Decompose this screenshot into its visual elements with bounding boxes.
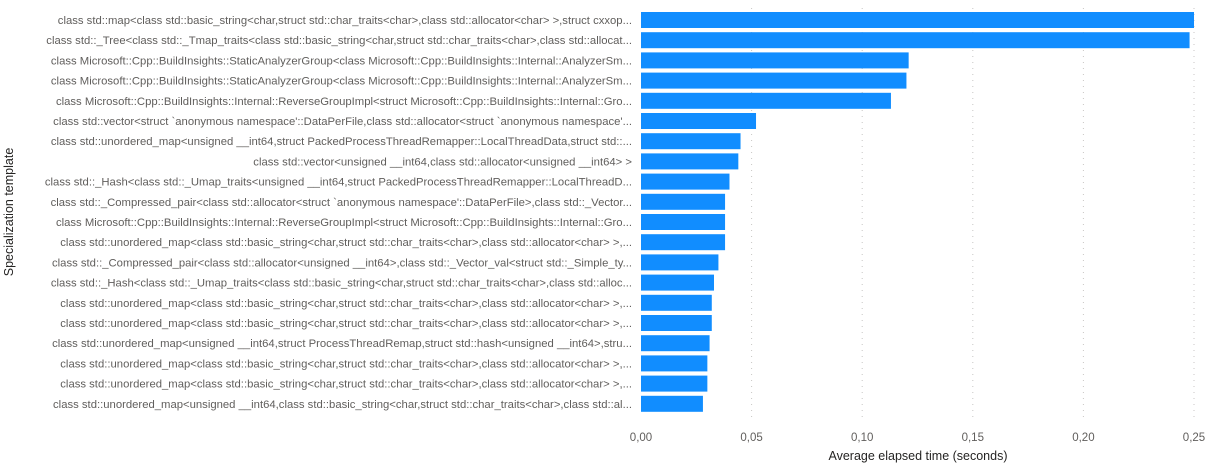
- bar[interactable]: [641, 12, 1194, 28]
- category-labels: class std::map<class std::basic_string<c…: [45, 15, 632, 411]
- y-axis-title: Specialization template: [2, 148, 16, 277]
- x-tick-label: 0,25: [1183, 432, 1205, 444]
- bar[interactable]: [641, 375, 708, 392]
- bar[interactable]: [641, 113, 757, 129]
- bar[interactable]: [641, 335, 710, 352]
- category-label: class std::unordered_map<class std::basi…: [60, 358, 632, 370]
- bar[interactable]: [641, 153, 739, 170]
- category-label: class std::unordered_map<unsigned __int6…: [51, 136, 632, 148]
- bar[interactable]: [641, 193, 726, 210]
- category-label: class std::vector<struct `anonymous name…: [53, 116, 632, 128]
- bar[interactable]: [641, 395, 703, 412]
- bars: [641, 12, 1194, 412]
- category-label: class std::vector<unsigned __int64,class…: [253, 156, 632, 168]
- category-label: class Microsoft::Cpp::BuildInsights::Int…: [56, 96, 632, 108]
- bar[interactable]: [641, 72, 907, 89]
- category-label: class Microsoft::Cpp::BuildInsights::Sta…: [51, 76, 632, 88]
- bar[interactable]: [641, 274, 714, 291]
- bar[interactable]: [641, 315, 712, 331]
- bar[interactable]: [641, 52, 909, 69]
- category-label: class std::_Compressed_pair<class std::a…: [52, 257, 632, 269]
- x-tick-label: 0,00: [630, 432, 652, 444]
- category-label: class std::unordered_map<unsigned __int6…: [53, 399, 632, 411]
- bar[interactable]: [641, 294, 712, 311]
- category-label: class Microsoft::Cpp::BuildInsights::Int…: [56, 217, 632, 229]
- category-label: class std::_Tree<class std::_Tmap_traits…: [46, 35, 632, 47]
- bar[interactable]: [641, 214, 726, 230]
- category-label: class std::_Compressed_pair<class std::a…: [51, 197, 632, 209]
- x-tick-label: 0,10: [851, 432, 873, 444]
- category-label: class std::unordered_map<class std::basi…: [60, 237, 632, 249]
- category-label: class std::_Hash<class std::_Umap_traits…: [51, 278, 632, 290]
- bar[interactable]: [641, 234, 726, 251]
- bar[interactable]: [641, 32, 1190, 49]
- category-label: class std::unordered_map<unsigned __int6…: [52, 338, 632, 350]
- category-label: class std::unordered_map<class std::basi…: [60, 379, 632, 391]
- x-axis-title: Average elapsed time (seconds): [828, 449, 1007, 463]
- bar[interactable]: [641, 173, 730, 190]
- gridlines: [751, 8, 1195, 418]
- category-label: class std::unordered_map<class std::basi…: [60, 318, 632, 330]
- category-label: class Microsoft::Cpp::BuildInsights::Sta…: [51, 55, 632, 67]
- x-tick-label: 0,15: [962, 432, 984, 444]
- bar[interactable]: [641, 355, 708, 372]
- bar[interactable]: [641, 254, 719, 271]
- x-tick-label: 0,20: [1072, 432, 1094, 444]
- x-tick-labels: 0,00 0,05 0,10 0,15 0,20 0,25: [630, 432, 1205, 444]
- category-label: class std::map<class std::basic_string<c…: [58, 15, 632, 27]
- category-label: class std::_Hash<class std::_Umap_traits…: [45, 177, 632, 189]
- bar[interactable]: [641, 92, 891, 109]
- category-label: class std::unordered_map<class std::basi…: [60, 298, 632, 310]
- x-tick-label: 0,05: [740, 432, 762, 444]
- bar[interactable]: [641, 133, 741, 150]
